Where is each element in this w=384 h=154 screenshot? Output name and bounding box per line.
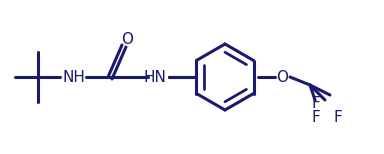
Text: HN: HN (144, 69, 166, 85)
Text: F: F (334, 109, 343, 124)
Text: F: F (312, 95, 320, 111)
Text: O: O (276, 69, 288, 85)
Text: NH: NH (63, 69, 85, 85)
Text: O: O (121, 32, 133, 47)
Text: F: F (312, 109, 320, 124)
